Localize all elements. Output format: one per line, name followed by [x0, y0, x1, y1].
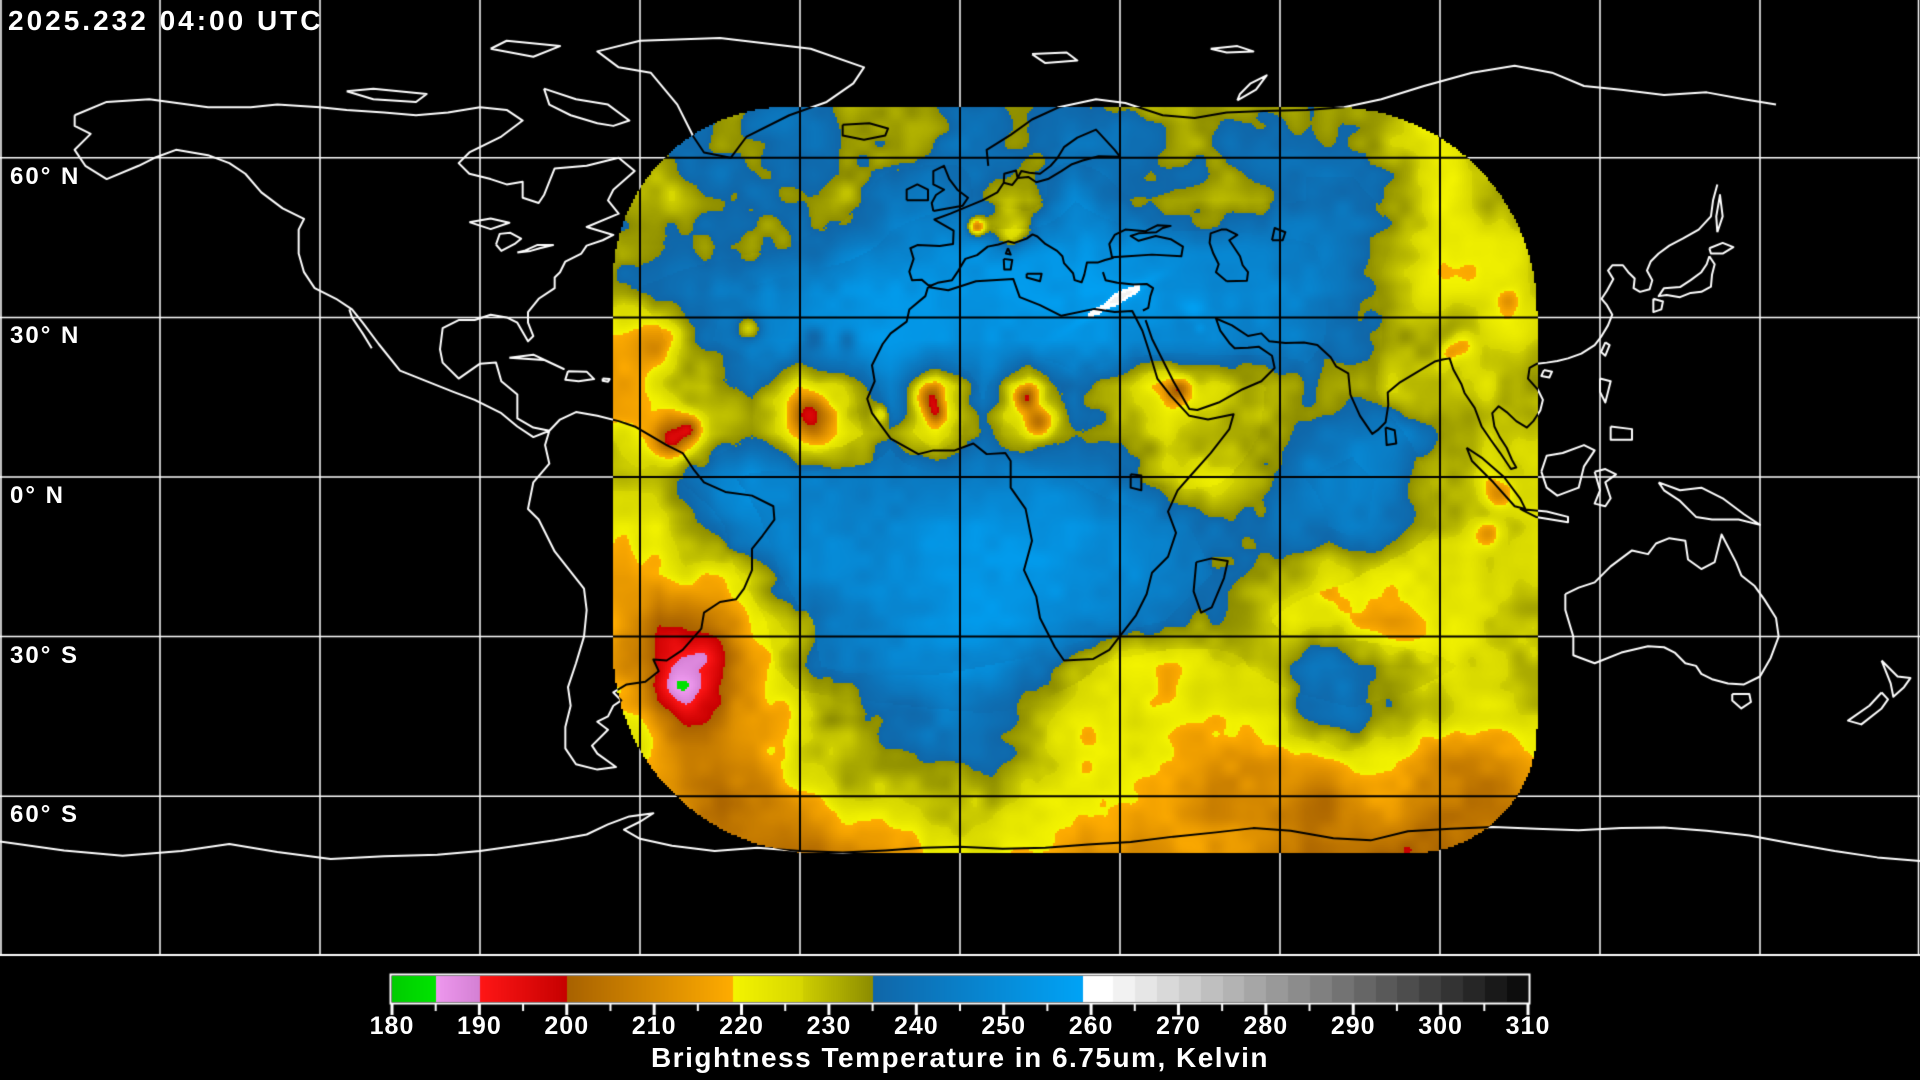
colorbar-tick-label-220: 220	[719, 1012, 764, 1040]
colorbar-tick-label-190: 190	[457, 1012, 502, 1040]
colorbar-tick-label-270: 270	[1156, 1012, 1201, 1040]
colorbar-tick-label-280: 280	[1243, 1012, 1289, 1040]
colorbar-tick-label-240: 240	[893, 1012, 939, 1040]
latitude-label-0n: 0° N	[10, 482, 65, 509]
colorbar-tick-label-230: 230	[806, 1012, 852, 1040]
timestamp-label: 2025.232 04:00 UTC	[8, 5, 324, 36]
colorbar-tick-label-250: 250	[981, 1012, 1027, 1040]
colorbar-tick-label-300: 300	[1418, 1012, 1463, 1040]
colorbar-tick-label-290: 290	[1330, 1012, 1376, 1040]
colorbar-tick-label-200: 200	[544, 1012, 590, 1040]
colorbar-tick-label-180: 180	[369, 1012, 415, 1040]
latitude-label-30s: 30° S	[10, 641, 79, 669]
latitude-label-60n: 60° N	[10, 162, 81, 190]
latitude-label-60s: 60° S	[10, 801, 79, 829]
colorbar-title: Brightness Temperature in 6.75um, Kelvin	[650, 1042, 1270, 1073]
colorbar-tick-label-210: 210	[631, 1012, 677, 1040]
colorbar-tick-label-310: 310	[1505, 1012, 1551, 1040]
colorbar-tick-label-260: 260	[1068, 1012, 1114, 1040]
latitude-label-30n: 30° N	[10, 322, 81, 350]
